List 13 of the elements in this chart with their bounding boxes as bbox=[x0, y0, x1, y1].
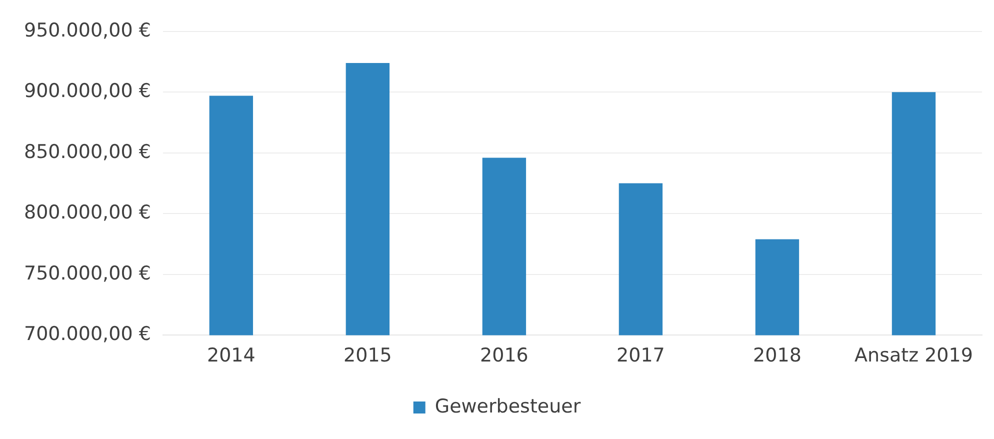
x-tick-label: 2015 bbox=[344, 344, 392, 367]
y-tick-label: 750.000,00 € bbox=[24, 262, 151, 284]
y-tick-label: 700.000,00 € bbox=[24, 323, 151, 346]
y-tick-label: 850.000,00 € bbox=[24, 140, 151, 163]
legend-label: Gewerbesteuer bbox=[434, 395, 581, 418]
y-tick-label: 800.000,00 € bbox=[24, 202, 151, 224]
x-tick-label: Ansatz 2019 bbox=[854, 344, 973, 367]
y-tick-label: 900.000,00 € bbox=[24, 80, 151, 102]
y-tick-label: 950.000,00 € bbox=[24, 19, 151, 42]
x-tick-label: 2014 bbox=[206, 344, 256, 367]
x-tick-label: 2016 bbox=[480, 344, 528, 367]
x-tick-label: 2017 bbox=[616, 344, 665, 367]
x-tick-label: 2018 bbox=[753, 344, 802, 367]
